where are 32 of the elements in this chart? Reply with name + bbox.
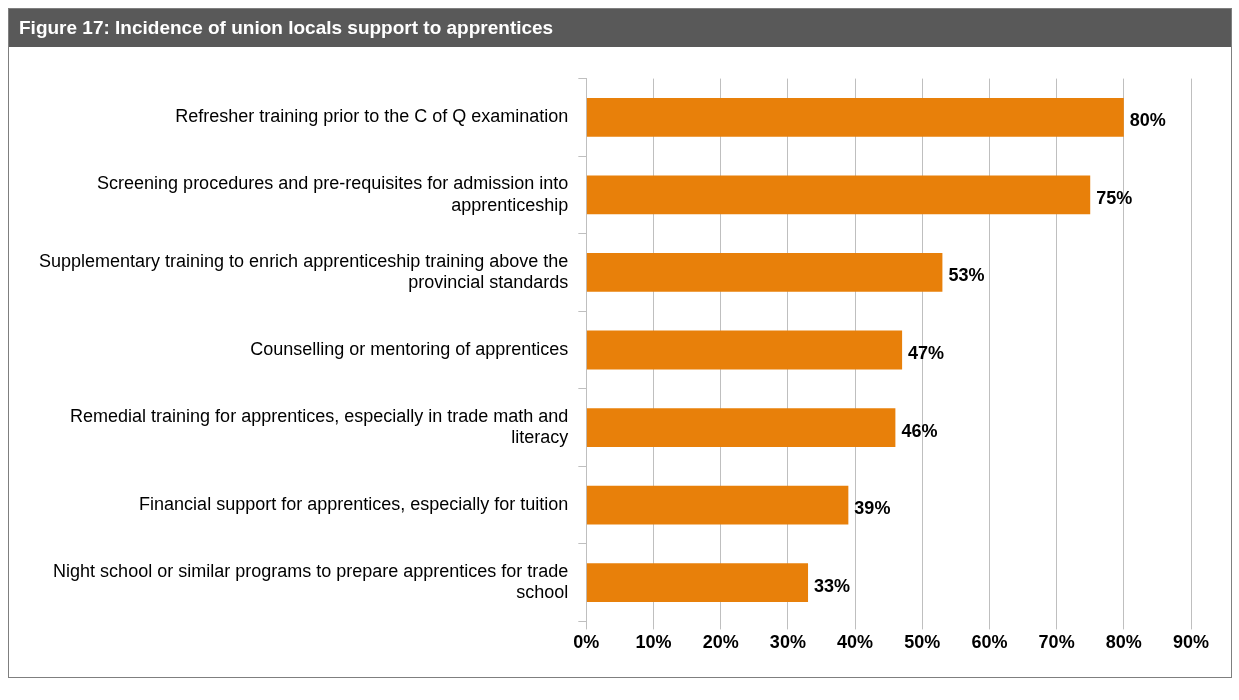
x-tick-label: 10% xyxy=(635,632,672,653)
bar xyxy=(586,253,943,292)
bar xyxy=(586,97,1124,137)
data-label: 53% xyxy=(948,265,985,286)
bar xyxy=(586,485,849,525)
y-tick-label: Screening procedures and pre-requisites for admission into apprenticeship xyxy=(97,173,569,215)
x-tick-label: 40% xyxy=(837,632,874,653)
x-tick-label: 30% xyxy=(769,632,806,653)
x-tick-label: 70% xyxy=(1038,632,1075,653)
bar xyxy=(586,330,903,370)
data-label: 33% xyxy=(814,575,851,596)
y-tick-label: Supplementary training to enrich apprenticeship training above the provincial standards xyxy=(38,250,569,293)
bar xyxy=(586,175,1091,215)
data-label: 47% xyxy=(908,342,945,363)
y-tick-label: Refresher training prior to the C of Q examination xyxy=(175,106,569,127)
text: Figure 17: Incidence of union locals support to apprentices xyxy=(9,9,1231,47)
x-tick-label: 50% xyxy=(904,632,941,653)
y-tick-label: Counselling or mentoring of apprentices xyxy=(250,338,569,359)
y-tick-label: Financial support for apprentices, especially for tuition xyxy=(139,494,569,515)
x-tick-label: 60% xyxy=(971,632,1008,653)
x-tick-label: 20% xyxy=(702,632,739,653)
y-tick-label: Night school or similar programs to prepare apprentices for trade school xyxy=(53,560,569,603)
y-tick-label: Remedial training for apprentices, especially in trade math and literacy xyxy=(70,405,569,448)
data-label: 75% xyxy=(1096,187,1133,208)
data-label: 46% xyxy=(901,420,938,441)
x-tick-label: 90% xyxy=(1172,632,1210,653)
bar xyxy=(586,408,896,447)
bar xyxy=(586,563,809,603)
x-tick-label: 0% xyxy=(573,632,600,653)
data-label: 39% xyxy=(854,498,891,519)
x-tick-label: 80% xyxy=(1105,632,1142,653)
data-label: 80% xyxy=(1129,110,1166,131)
